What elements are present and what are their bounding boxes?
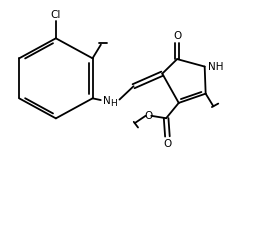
Text: O: O [144, 111, 153, 121]
Text: O: O [163, 139, 172, 149]
Text: Cl: Cl [51, 10, 61, 20]
Text: O: O [173, 31, 181, 41]
Text: N: N [103, 96, 110, 106]
Text: H: H [110, 99, 117, 108]
Text: NH: NH [208, 61, 223, 71]
